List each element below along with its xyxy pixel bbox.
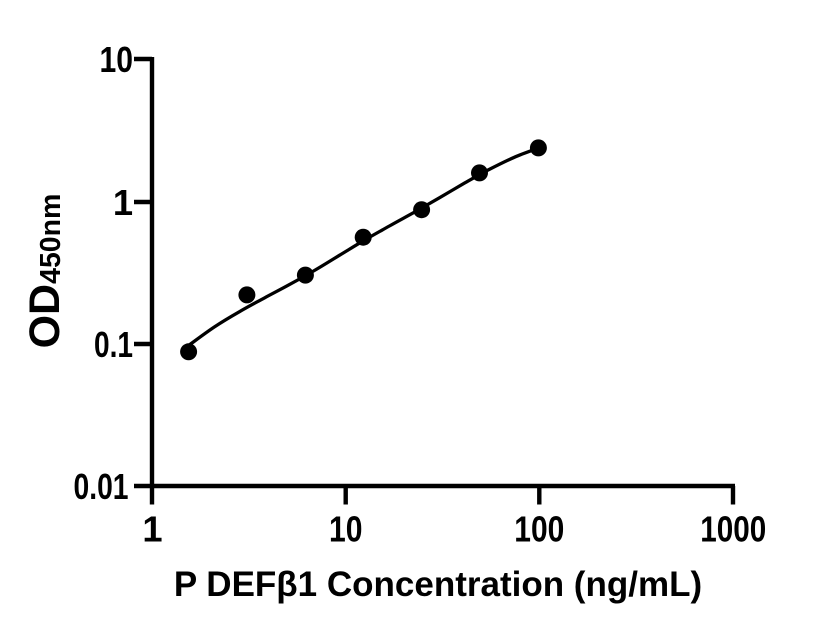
svg-text:10: 10 (100, 39, 134, 80)
svg-text:1000: 1000 (700, 509, 766, 550)
svg-text:0.1: 0.1 (94, 324, 133, 365)
svg-text:1: 1 (142, 509, 162, 550)
svg-text:100: 100 (514, 509, 564, 550)
svg-text:P DEFβ1 Concentration (ng/mL): P DEFβ1 Concentration (ng/mL) (174, 565, 702, 604)
svg-text:10: 10 (329, 509, 363, 550)
svg-text:1: 1 (113, 182, 133, 223)
svg-text:0.01: 0.01 (74, 466, 129, 507)
